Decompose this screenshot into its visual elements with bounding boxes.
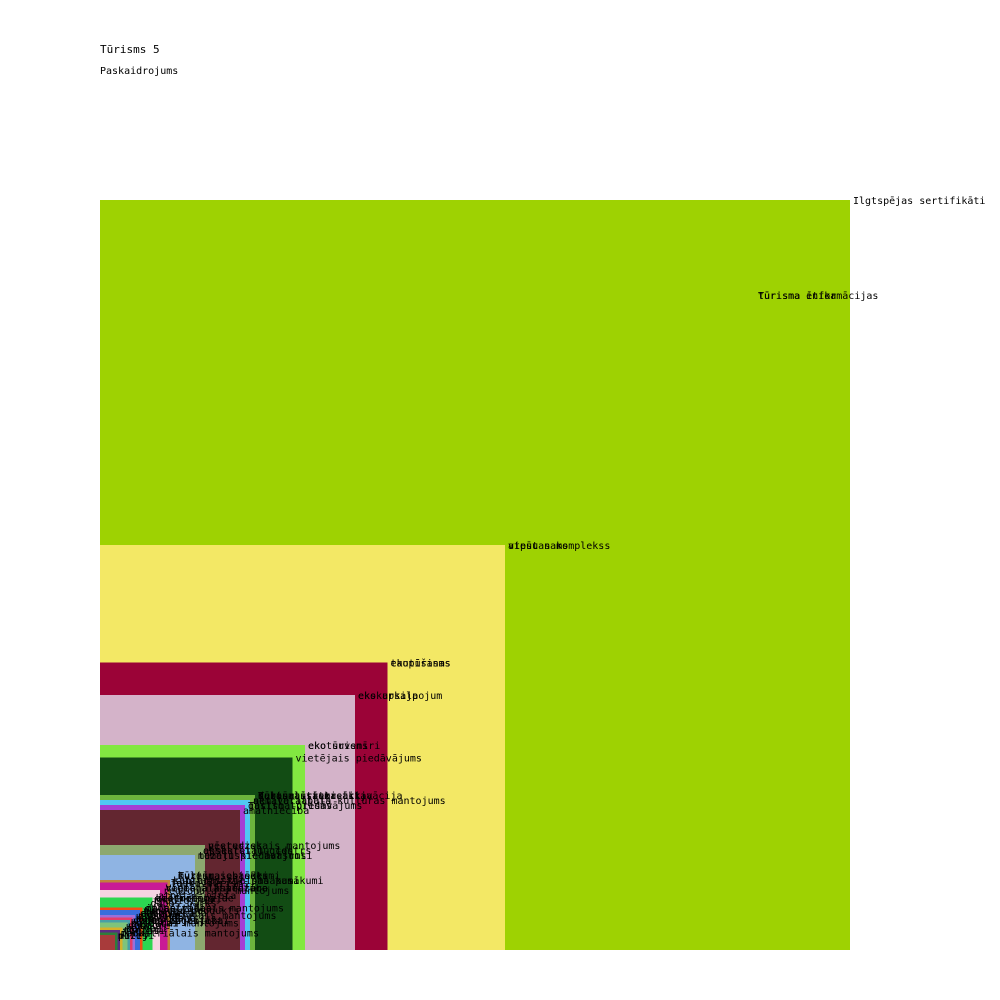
square-label-21: vēsturiskais mantojums	[208, 841, 340, 852]
square-label-51: saimniecība	[141, 909, 207, 920]
square-label-42: tradīcijas	[153, 896, 213, 907]
square-label-30: sabiedriskie pasākumi	[173, 876, 299, 887]
square-label-14: sezonalitāte	[258, 791, 330, 802]
square-label-58: vides izglītība	[133, 916, 223, 927]
square-label-8: ekskursija	[358, 691, 418, 702]
square-label-26: tematiskie maršruti	[198, 850, 312, 862]
square-label-31: kultūras tūrisma pasākumi	[173, 876, 324, 887]
square-label-13: Tūrisma statistika	[258, 791, 366, 802]
square-label-5: taupīšanas	[391, 658, 451, 670]
square-label-2: Tūrisma ētika	[758, 291, 836, 302]
square-label-23: ekskursiju gids	[203, 846, 293, 857]
square-label-71: pilis	[118, 931, 148, 942]
square-label-22: pieredzes	[208, 841, 262, 852]
square-label-61: kultūras mantojums	[131, 919, 239, 930]
square-label-43: dabas parks	[151, 899, 217, 910]
square-label-33: lauku tūrisms	[171, 879, 249, 890]
square-label-64: ceļveži	[126, 923, 168, 935]
square-label-27: kultūras pasākumi	[178, 871, 280, 882]
square-label-47: ainava	[143, 906, 179, 917]
square-label-55: nakšņošana	[136, 913, 196, 925]
square-label-53: ceļojumi	[138, 911, 186, 922]
square-label-62: vēsture	[128, 921, 170, 932]
square-label-4: viesu nams	[508, 541, 568, 552]
square-label-63: daba	[128, 921, 152, 932]
labels-group: Ilgtspējas sertifikāti tūrisma informācij…	[118, 196, 985, 942]
square-label-19: Tūrisma piedāvājums	[248, 801, 362, 812]
square-label-9: eko suvenīri	[308, 741, 380, 752]
square-label-10: ekotūrisms	[308, 741, 368, 752]
square-label-34: vietējā kultūra	[166, 884, 256, 895]
chart-title: Tūrisms 5	[100, 43, 160, 56]
square-label-24: apmeklētāju centrs	[203, 846, 311, 857]
chart-subtitle: Paskaidrojums	[100, 66, 178, 77]
square-label-0: Ilgtspējas sertifikāti	[853, 196, 985, 207]
square-label-50: ekonomika	[141, 909, 195, 920]
square-label-15: dabas tūrisma aktivācija	[258, 791, 403, 802]
square-label-35: Vides aizsardzība	[166, 884, 268, 895]
square-label-6: ekotūrisms	[391, 659, 451, 670]
square-label-3: atpūtas komplekss	[508, 541, 610, 552]
square-label-25: muzeju piedāvājums	[198, 851, 306, 862]
square-label-70: muzeji	[118, 931, 154, 942]
square-label-60: pasākumi	[131, 919, 179, 930]
square-label-18: gastro tūrisms	[248, 801, 332, 812]
square-label-40: viesmīlība	[156, 894, 216, 905]
square-label-56: kempings	[136, 914, 184, 925]
square-label-1: tūrisma informācijas	[758, 291, 878, 302]
square-label-37: reģionālais mantojums	[163, 885, 289, 897]
square-label-36: reģionālā vēsture	[166, 883, 268, 895]
square-label-28: Tūrisma objekti	[178, 871, 268, 882]
square-label-39: kultūras vide	[156, 894, 234, 905]
square-71	[100, 935, 115, 950]
square-label-7: eko apkalpojum	[358, 691, 442, 702]
square-label-66: vietas	[123, 926, 159, 937]
square-label-46: industriālais mantojums	[146, 904, 284, 915]
square-label-57: dabas objekti	[133, 916, 211, 927]
square-label-52: piejūra	[138, 911, 180, 922]
square-label-69: industriālais mantojums	[121, 929, 259, 940]
squares-group	[100, 200, 850, 950]
square-label-44: dabas takas	[146, 904, 212, 915]
square-label-17: aktīvā atpūta	[253, 796, 331, 807]
square-label-20: amatniecība	[243, 806, 309, 817]
square-label-45: pilsētvide	[146, 904, 206, 915]
square-label-41: gastronomija	[156, 894, 228, 905]
square-label-38: atpūtas vieta	[158, 891, 236, 902]
square-label-12: Kultūras rekreācija	[258, 791, 372, 802]
square-label-16: nemateriālais kultūras mantojums	[253, 796, 446, 807]
square-label-11: vietējais piedāvājums	[296, 754, 422, 765]
square-label-29: muzeju iestādes	[178, 871, 268, 882]
square-label-32: festivāli	[171, 879, 225, 890]
square-label-49: sabiedrība	[143, 906, 203, 917]
square-label-65: kartes	[126, 924, 162, 935]
square-label-68: parki	[121, 929, 151, 940]
square-label-59: vēstures objekti	[133, 916, 229, 927]
square-label-48: tūrisma produkts	[143, 906, 239, 917]
square-label-54: industriālais mantojums	[138, 911, 276, 922]
square-label-67: tūristi	[123, 926, 165, 937]
